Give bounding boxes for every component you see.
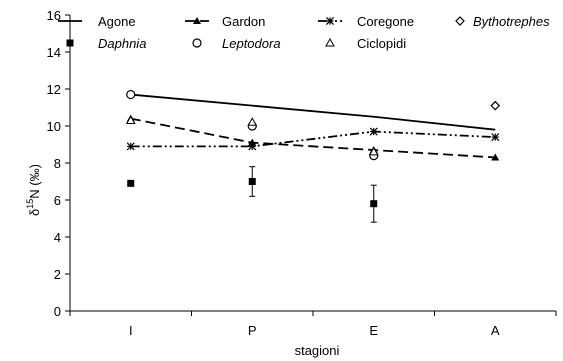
y-tick-label: 16 — [47, 8, 61, 23]
point-daphnia — [370, 200, 378, 208]
legend-marker-gardon — [193, 17, 201, 24]
legend-label-coregone: Coregone — [357, 14, 414, 29]
y-tick-label: 4 — [54, 230, 61, 245]
y-tick-label: 10 — [47, 119, 61, 134]
series-line-coregone — [130, 130, 496, 148]
point-coregone — [126, 142, 135, 151]
x-tick-label: P — [248, 323, 257, 338]
y-axis-title-sup: 15 — [25, 199, 35, 209]
point-gardon — [491, 153, 500, 161]
point-coregone-stroke — [248, 142, 257, 151]
legend: Agone Gardon Coregone Bythotrephes Daphnia Le… — [58, 14, 550, 51]
y-tick-label: 8 — [54, 156, 61, 171]
x-tick-label: A — [491, 323, 500, 338]
point-coregone — [248, 142, 257, 151]
series-line-gardon — [130, 117, 496, 159]
y-axis-title: δ15N (‰) — [25, 164, 42, 216]
point-coregone-stroke — [369, 127, 378, 136]
legend-marker-coregone-stroke — [325, 16, 335, 26]
point-ciclopidi — [247, 117, 258, 126]
legend-marker-leptodora — [192, 38, 202, 48]
point-coregone — [369, 127, 378, 136]
point-leptodora — [126, 89, 136, 100]
point-coregone-stroke — [126, 142, 135, 151]
y-tick-label: 12 — [47, 82, 61, 97]
point-coregone-stroke — [491, 133, 500, 142]
x-axis-title: stagioni — [295, 343, 340, 358]
x-tick-label: E — [369, 323, 378, 338]
y-tick-label: 2 — [54, 267, 61, 282]
legend-label-bythotrephes: Bythotrephes — [473, 14, 550, 29]
legend-label-gardon: Gardon — [222, 14, 265, 29]
legend-label-agone: Agone — [98, 14, 136, 29]
legend-marker-ciclopidi — [325, 37, 335, 47]
y-axis-title-rest: N (‰) — [27, 164, 42, 199]
point-ciclopidi — [125, 115, 136, 124]
legend-marker-daphnia — [66, 39, 74, 47]
series-line-agone — [130, 93, 496, 131]
legend-label-daphnia: Daphnia — [98, 36, 146, 51]
point-daphnia — [248, 178, 256, 185]
y-tick-label: 6 — [54, 193, 61, 208]
legend-marker-coregone — [325, 16, 335, 26]
axes: 0 2 4 6 8 10 12 14 16 I P E A — [47, 8, 557, 338]
legend-marker-bythotrephes — [455, 16, 465, 26]
y-axis-title-delta: δ — [27, 209, 42, 216]
chart-marks — [125, 89, 501, 223]
point-bythotrephes — [490, 100, 501, 111]
y-tick-label: 14 — [47, 45, 61, 60]
legend-label-ciclopidi: Ciclopidi — [357, 36, 406, 51]
y-tick-label: 0 — [54, 304, 61, 319]
point-daphnia — [127, 179, 135, 187]
point-coregone — [491, 133, 500, 142]
legend-label-leptodora: Leptodora — [222, 36, 281, 51]
point-ciclopidi — [368, 146, 379, 156]
x-tick-label: I — [129, 323, 133, 338]
